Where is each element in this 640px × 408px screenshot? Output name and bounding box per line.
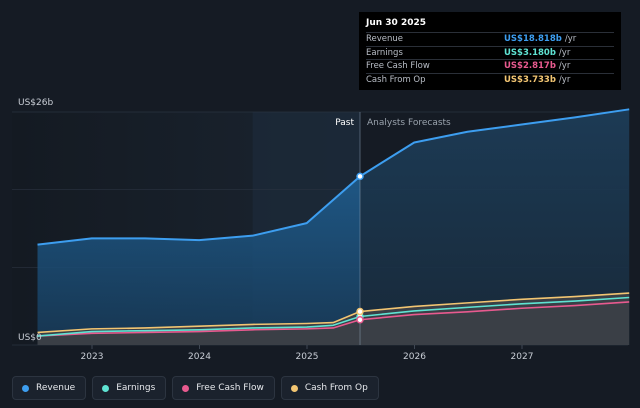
legend-item-free-cash-flow[interactable]: Free Cash Flow: [172, 376, 275, 400]
tooltip-date: Jun 30 2025: [366, 18, 427, 28]
legend-label: Revenue: [36, 383, 76, 393]
legend-dot-icon: [290, 384, 298, 392]
tooltip-row-value: US$3.733b: [504, 74, 556, 85]
series-lines: [37, 108, 630, 337]
cash-from-op-line: [37, 292, 630, 334]
tooltip-row-name: Free Cash Flow: [366, 61, 430, 72]
tooltip-row-unit: /yr: [564, 34, 577, 45]
y-axis-bottom-label: US$0: [18, 333, 42, 343]
tooltip-row-unit: /yr: [558, 74, 571, 85]
tooltip-row-name: Earnings: [366, 47, 403, 58]
legend-item-cash-from-op[interactable]: Cash From Op: [280, 376, 379, 400]
legend-item-revenue[interactable]: Revenue: [12, 376, 87, 400]
x-axis-ticks: 2023 2024 2025 2026 2027: [81, 345, 534, 362]
tooltip-row-earnings: Earnings US$3.180b /yr: [366, 45, 614, 60]
cash-from-op-marker: [356, 307, 364, 316]
tooltip-row-unit: /yr: [558, 61, 571, 72]
legend: Revenue Earnings Free Cash Flow Cash Fro…: [12, 376, 379, 400]
legend-item-earnings[interactable]: Earnings: [92, 376, 167, 400]
x-tick-label: 2027: [511, 352, 534, 362]
past-label: Past: [335, 118, 354, 128]
y-axis-top-label: US$26b: [18, 98, 53, 108]
legend-dot-icon: [182, 384, 190, 392]
free-cash-flow-line: [37, 301, 630, 337]
revenue-line: [37, 108, 630, 246]
tooltip-row-value: US$2.817b: [504, 61, 556, 72]
legend-dot-icon: [102, 384, 110, 392]
earnings-line: [37, 296, 630, 337]
legend-label: Free Cash Flow: [196, 383, 264, 393]
x-tick-label: 2025: [296, 352, 319, 362]
tooltip-row-unit: /yr: [558, 47, 571, 58]
x-tick-label: 2023: [81, 352, 104, 362]
forecast-label: Analysts Forecasts: [367, 118, 451, 128]
tooltip-row-cash-from-op: Cash From Op US$3.733b /yr: [366, 72, 614, 87]
legend-label: Cash From Op: [304, 383, 368, 393]
x-tick-label: 2026: [403, 352, 426, 362]
legend-label: Earnings: [116, 383, 156, 393]
tooltip-row-value: US$18.818b: [504, 34, 562, 45]
free-cash-flow-marker: [356, 316, 364, 324]
marker-points: [356, 172, 364, 324]
tooltip-row-free-cash-flow: Free Cash Flow US$2.817b /yr: [366, 59, 614, 73]
tooltip-row-name: Revenue: [366, 34, 404, 45]
tooltip: Jun 30 2025 Revenue US$18.818b /yr Earni…: [359, 12, 621, 90]
tooltip-row-revenue: Revenue US$18.818b /yr: [366, 32, 614, 46]
tooltip-row-value: US$3.180b: [504, 47, 556, 58]
tooltip-row-name: Cash From Op: [366, 74, 426, 85]
revenue-area-past: [37, 176, 361, 345]
x-tick-label: 2024: [188, 352, 211, 362]
revenue-area-forecast: [360, 109, 630, 345]
legend-dot-icon: [22, 384, 29, 392]
revenue-marker: [356, 172, 364, 181]
